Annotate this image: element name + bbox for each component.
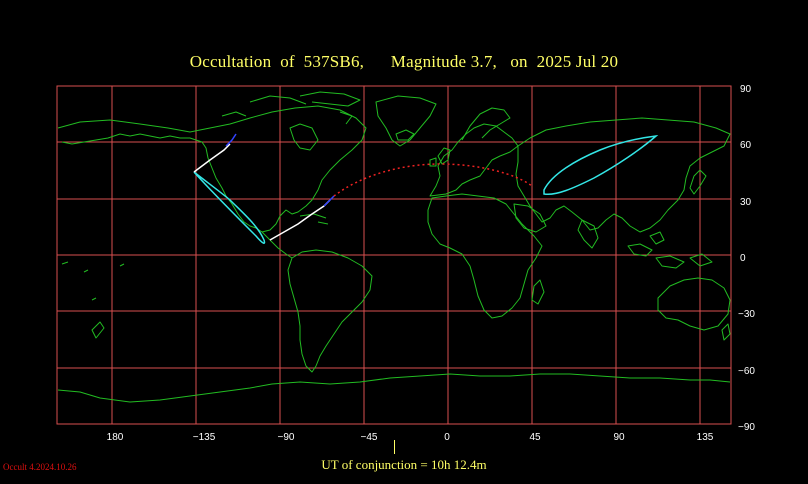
coastline-hudson-bay bbox=[289, 123, 319, 151]
coastline-madagascar bbox=[531, 279, 545, 305]
lat-label: −30 bbox=[738, 309, 755, 320]
coastline-caribbean bbox=[299, 213, 329, 225]
lon-label: −45 bbox=[361, 432, 378, 443]
map-grid bbox=[57, 86, 731, 424]
map-title: Occultation of 537SB6, Magnitude 3.7, on… bbox=[189, 52, 619, 71]
path-limit-east bbox=[543, 134, 659, 196]
coastline-australia bbox=[657, 277, 731, 331]
coastline-africa bbox=[427, 193, 543, 319]
path-blue-south bbox=[323, 195, 335, 207]
lon-label: 180 bbox=[107, 432, 124, 443]
coastline-british-isles bbox=[429, 147, 451, 167]
coastlines bbox=[57, 91, 731, 403]
lon-label: 45 bbox=[529, 432, 541, 443]
coastline-india bbox=[577, 219, 599, 249]
coastline-iceland bbox=[395, 129, 415, 141]
lat-label: −90 bbox=[738, 422, 755, 433]
coastline-antarctica bbox=[57, 373, 731, 403]
coastline-pacific-islands bbox=[61, 261, 125, 301]
version-note: Occult 4.2024.10.26 bbox=[3, 462, 77, 472]
path-center-west bbox=[193, 143, 231, 173]
lat-label: 60 bbox=[740, 140, 752, 151]
lon-label: −135 bbox=[193, 432, 216, 443]
lon-label: 135 bbox=[697, 432, 714, 443]
conjunction-time: UT of conjunction = 10h 12.4m bbox=[321, 457, 487, 472]
lon-label: 0 bbox=[444, 432, 450, 443]
occultation-path bbox=[193, 133, 659, 244]
coastline-asia bbox=[515, 117, 731, 233]
path-limit-west bbox=[193, 171, 266, 244]
path-center-south bbox=[269, 199, 331, 241]
longitude-labels: 180 −135 −90 −45 0 45 90 135 bbox=[107, 432, 714, 443]
coastline-new-zealand bbox=[91, 321, 731, 341]
lat-label: 30 bbox=[740, 197, 752, 208]
lat-label: 90 bbox=[740, 84, 752, 95]
coastline-arabia bbox=[513, 203, 547, 233]
lat-label: −60 bbox=[738, 366, 755, 377]
coastline-central-america bbox=[261, 231, 293, 259]
latitude-labels: 90 60 30 0 −30 −60 −90 bbox=[738, 84, 755, 433]
coastline-scandinavia bbox=[461, 107, 511, 141]
coastline-north-america bbox=[57, 105, 367, 233]
path-blue-north bbox=[225, 133, 237, 147]
lat-label: 0 bbox=[740, 253, 746, 264]
coastline-south-america bbox=[287, 249, 373, 373]
coastline-arctic-islands bbox=[221, 91, 361, 125]
lon-label: −90 bbox=[278, 432, 295, 443]
coastline-greenland bbox=[375, 95, 437, 147]
coastline-southeast-asia-islands bbox=[627, 231, 713, 269]
coastline-japan bbox=[689, 169, 707, 195]
coastline-europe bbox=[429, 123, 519, 197]
lon-label: 90 bbox=[613, 432, 625, 443]
conjunction-tick bbox=[394, 440, 395, 454]
